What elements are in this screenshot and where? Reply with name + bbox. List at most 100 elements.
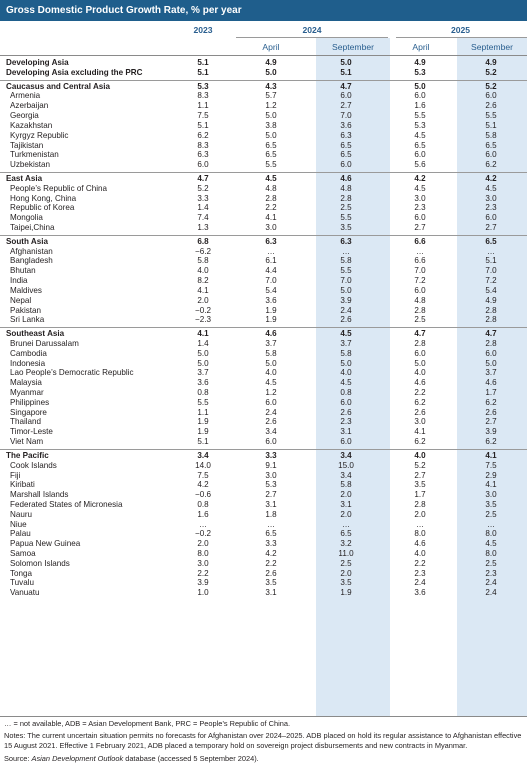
- row-value: …: [341, 246, 351, 256]
- row-value: 3.0: [265, 223, 277, 232]
- row-value: 3.7: [340, 338, 352, 348]
- row-value: 5.6: [414, 160, 426, 170]
- group-separator: [0, 170, 527, 174]
- row-value: 2.8: [485, 338, 497, 348]
- row-value: 4.0: [265, 368, 277, 378]
- row-value: 7.5: [485, 460, 497, 470]
- row-value: 2.5: [485, 558, 497, 568]
- row-value: 2.7: [414, 470, 426, 480]
- row-value: 2.4: [340, 305, 352, 315]
- row-value: 4.9: [485, 58, 497, 67]
- year-2024-underline: [236, 37, 388, 38]
- table-row-aggregate: Southeast Asia 4.1 4.6 4.5 4.7 4.7: [0, 329, 527, 339]
- row-value: …: [266, 246, 276, 256]
- table-row: Mongolia 7.4 4.1 5.5 6.0 6.0: [0, 213, 527, 223]
- row-value: 6.3: [340, 130, 352, 140]
- september-2025-column-shade: [457, 38, 527, 716]
- row-value: …: [415, 246, 425, 256]
- table-body: Developing Asia 5.1 4.9 5.0 4.9 4.9 Developing…: [0, 58, 527, 598]
- row-value: 4.7: [197, 173, 209, 183]
- row-value: 3.6: [340, 120, 352, 130]
- row-value: 4.8: [340, 183, 352, 193]
- table-row: Marshall Islands −0.6 2.7 2.0 1.7 3.0: [0, 490, 527, 500]
- row-label: Kazakhstan: [10, 120, 53, 130]
- row-value: 3.4: [265, 427, 277, 437]
- row-value: 5.1: [340, 67, 352, 77]
- row-label: Sri Lanka: [10, 315, 45, 325]
- row-value: 7.0: [340, 276, 352, 286]
- group-separator: [0, 325, 527, 329]
- row-value: 6.3: [340, 236, 352, 246]
- table-row: Hong Kong, China 3.3 2.8 2.8 3.0 3.0: [0, 194, 527, 204]
- row-label: Uzbekistan: [10, 160, 51, 170]
- row-value: 3.9: [485, 427, 497, 437]
- row-value: 2.3: [414, 203, 426, 213]
- row-value: 6.0: [485, 213, 497, 223]
- table-row: Solomon Islands 3.0 2.2 2.5 2.2 2.5: [0, 559, 527, 569]
- table-row: Pakistan −0.2 1.9 2.4 2.8 2.8: [0, 306, 527, 316]
- row-value: −0.2: [195, 305, 211, 315]
- row-label: People’s Republic of China: [10, 183, 108, 193]
- row-value: 5.2: [485, 67, 497, 77]
- row-value: 6.5: [340, 140, 352, 150]
- row-value: 3.4: [340, 450, 352, 460]
- row-value: 4.0: [414, 368, 426, 378]
- row-value: 5.2: [414, 460, 426, 470]
- row-value: 5.0: [265, 111, 277, 121]
- row-value: 5.4: [485, 285, 497, 295]
- row-label: Bangladesh: [10, 256, 53, 266]
- row-value: 6.5: [265, 140, 277, 150]
- row-value: 7.5: [197, 111, 209, 121]
- group-separator: [0, 78, 527, 82]
- row-label: Hong Kong, China: [10, 193, 77, 203]
- row-label: Singapore: [10, 407, 47, 417]
- table-row: Timor-Leste 1.9 3.4 3.1 4.1 3.9: [0, 427, 527, 437]
- row-value: 4.7: [485, 329, 497, 339]
- row-value: 5.0: [265, 67, 277, 77]
- row-value: 6.0: [197, 160, 209, 170]
- row-value: 4.0: [197, 266, 209, 276]
- row-value: 5.0: [414, 81, 426, 91]
- row-value: 4.5: [265, 378, 277, 388]
- table-row: Armenia 8.3 5.7 6.0 6.0 6.0: [0, 91, 527, 101]
- row-value: 5.1: [197, 437, 209, 447]
- row-value: 3.1: [265, 499, 277, 509]
- row-value: 2.0: [340, 509, 352, 519]
- row-value: 4.5: [485, 183, 497, 193]
- row-value: 1.9: [265, 315, 277, 325]
- row-value: 2.0: [340, 490, 352, 500]
- row-label: Republic of Korea: [10, 203, 75, 213]
- table-row-aggregate: Developing Asia excluding the PRC 5.1 5.0 5…: [0, 68, 527, 78]
- row-value: 5.5: [485, 111, 497, 121]
- row-value: 2.9: [485, 470, 497, 480]
- source-detail: database (accessed 5 September 2024).: [123, 754, 259, 763]
- row-value: 1.1: [197, 407, 209, 417]
- row-value: 3.6: [197, 378, 209, 388]
- row-value: 2.6: [340, 315, 352, 325]
- row-value: 7.0: [340, 111, 352, 121]
- row-value: 6.0: [414, 150, 426, 160]
- row-value: 4.0: [414, 549, 426, 558]
- row-value: 6.0: [414, 348, 426, 358]
- table-row-aggregate: The Pacific 3.4 3.3 3.4 4.0 4.1: [0, 451, 527, 461]
- row-value: 3.3: [265, 539, 277, 549]
- row-value: 6.2: [197, 130, 209, 140]
- row-label: Myanmar: [10, 388, 44, 397]
- row-label: Samoa: [10, 549, 36, 558]
- row-value: 2.4: [485, 588, 497, 598]
- row-value: 3.5: [265, 578, 277, 588]
- row-value: 3.5: [414, 480, 426, 490]
- row-value: 2.7: [414, 223, 426, 232]
- row-value: 5.4: [265, 285, 277, 295]
- row-value: …: [415, 519, 425, 529]
- group-divider-line: [0, 327, 527, 329]
- row-value: 2.8: [485, 305, 497, 315]
- row-value: 4.2: [265, 549, 277, 558]
- row-value: 1.9: [265, 305, 277, 315]
- row-value: 5.0: [414, 358, 426, 368]
- table-row: Singapore 1.1 2.4 2.6 2.6 2.6: [0, 408, 527, 418]
- row-value: 2.6: [414, 407, 426, 417]
- table-row: Tajikistan 8.3 6.5 6.5 6.5 6.5: [0, 141, 527, 151]
- row-label: Tajikistan: [10, 140, 44, 150]
- row-value: 1.6: [197, 509, 209, 519]
